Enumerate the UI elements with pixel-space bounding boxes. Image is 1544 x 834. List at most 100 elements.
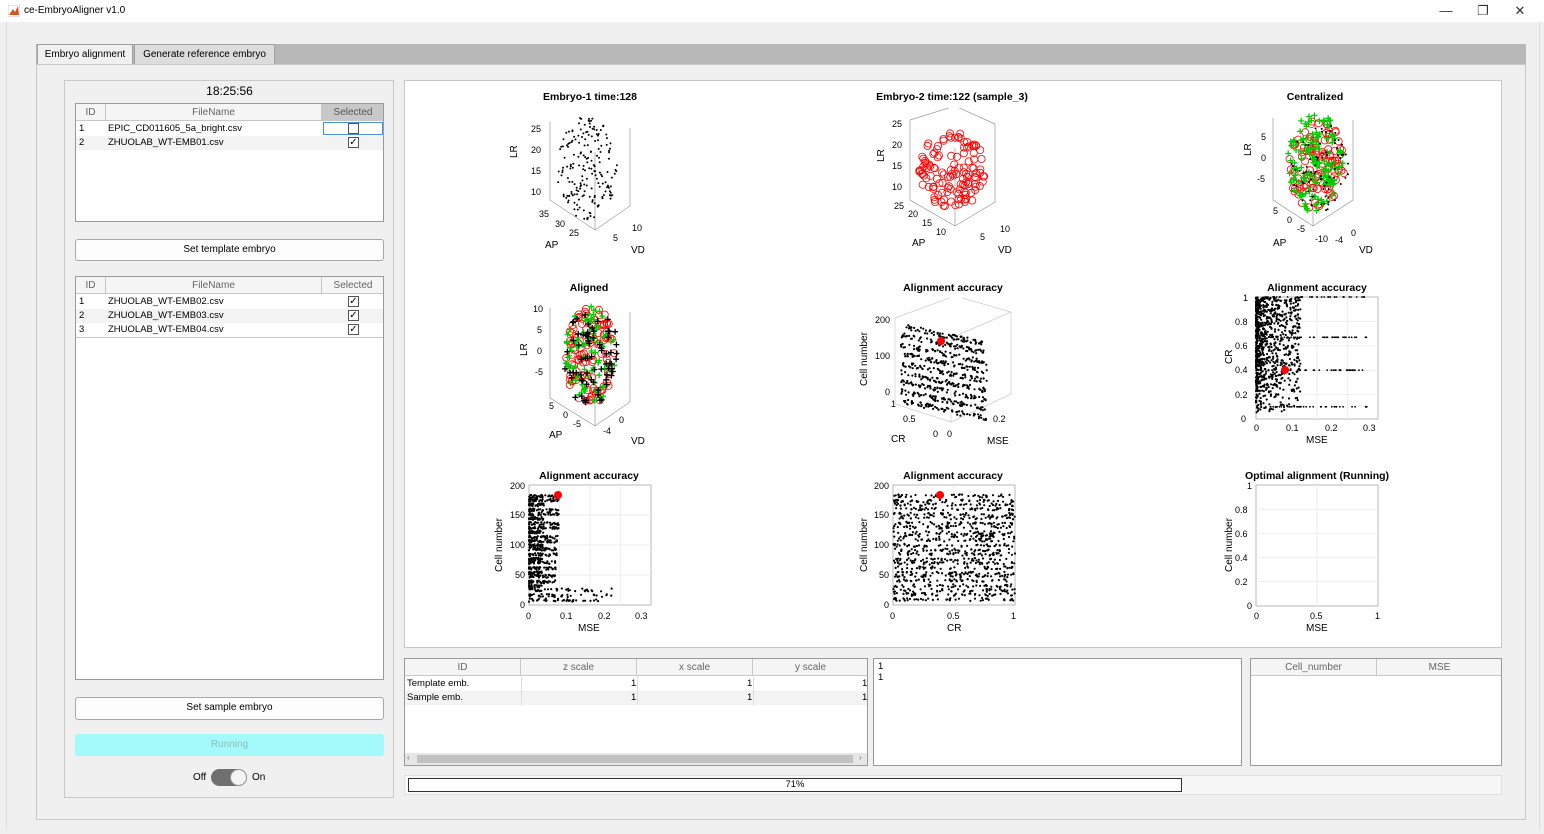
point-marker — [543, 599, 546, 602]
point-marker — [1321, 117, 1327, 124]
scale-table[interactable]: ID z scale x scale y scale Template emb.… — [404, 658, 868, 766]
plot-centralized-3d[interactable]: LR 5 0 -5 5 0 -5 -10 0 -4 AP VD — [1235, 108, 1395, 258]
cell-y-scale[interactable]: 1 — [862, 678, 868, 689]
set-sample-embryo-button[interactable]: Set sample embryo — [75, 697, 384, 720]
selected-checkbox[interactable]: ✓ — [348, 324, 359, 335]
column-header-id[interactable]: ID — [405, 659, 521, 676]
point-marker — [600, 319, 609, 328]
column-header-z-scale[interactable]: z scale — [521, 659, 637, 676]
column-header-id[interactable]: ID — [76, 277, 106, 294]
point-marker — [1261, 345, 1264, 349]
cell-x-scale[interactable]: 1 — [747, 692, 753, 703]
plot-embryo2-3d[interactable]: LR 25 20 15 10 25 20 15 10 10 5 AP VD — [870, 108, 1030, 258]
point-marker — [1260, 374, 1263, 377]
table-row[interactable]: 1 EPIC_CD011605_5a_bright.csv — [76, 122, 383, 136]
log-textarea[interactable]: 1 1 — [873, 658, 1242, 766]
table-row[interactable]: Sample emb. 1 1 1 — [405, 691, 868, 705]
set-template-embryo-button[interactable]: Set template embryo — [75, 239, 384, 261]
selected-checkbox[interactable]: ✓ — [348, 310, 359, 321]
y-tick: 0 — [1247, 601, 1252, 611]
x-tick: 5 — [549, 401, 554, 411]
column-header-selected[interactable]: Selected — [322, 104, 383, 121]
selected-checkbox[interactable] — [348, 123, 359, 134]
point-marker — [538, 523, 541, 526]
template-table[interactable]: ID FileName Selected 1 EPIC_CD011605_5a_… — [75, 103, 384, 222]
point-marker — [917, 346, 920, 349]
point-marker — [1270, 350, 1273, 353]
column-header-y-scale[interactable]: y scale — [753, 659, 867, 676]
column-header-x-scale[interactable]: x scale — [637, 659, 753, 676]
title-bar: ce-EmbryoAligner v1.0 — ❐ ✕ — [0, 0, 1544, 22]
column-header-filename[interactable]: FileName — [106, 104, 322, 121]
point-marker — [1002, 495, 1005, 498]
minimize-button[interactable]: — — [1439, 3, 1453, 18]
plot-aligned-3d[interactable]: LR 10 5 0 -5 5 0 -5 0 -4 AP VD — [505, 298, 665, 448]
plot-accuracy-cell-mse[interactable]: 0 50 100 150 200 0 0.1 0.2 0.3 MSE Cell … — [490, 480, 660, 635]
point-marker — [1265, 370, 1268, 373]
point-marker — [545, 534, 549, 537]
point-marker — [928, 356, 931, 359]
point-marker — [527, 531, 531, 534]
close-button[interactable]: ✕ — [1514, 3, 1526, 18]
cell-x-scale[interactable]: 1 — [747, 678, 753, 689]
column-header-id[interactable]: ID — [76, 104, 106, 121]
scroll-left-icon[interactable]: ‹ — [407, 753, 410, 762]
point-marker — [990, 568, 993, 571]
column-header-filename[interactable]: FileName — [106, 277, 322, 294]
scrollbar-thumb[interactable] — [417, 755, 853, 763]
table-row[interactable]: 1 ZHUOLAB_WT-EMB02.csv ✓ — [76, 295, 383, 309]
running-toggle-switch[interactable] — [211, 769, 247, 786]
point-marker — [922, 394, 925, 397]
sample-table[interactable]: ID FileName Selected 1 ZHUOLAB_WT-EMB02.… — [75, 276, 384, 680]
point-marker — [965, 403, 968, 407]
point-marker — [1309, 131, 1316, 138]
point-marker — [541, 581, 545, 584]
plot-accuracy-cell-cr[interactable]: 0 50 100 150 200 0 0.5 1 CR Cell number — [855, 480, 1025, 635]
tab-embryo-alignment[interactable]: Embryo alignment — [37, 44, 133, 65]
point-marker — [956, 134, 965, 143]
cell-y-scale[interactable]: 1 — [862, 692, 868, 703]
point-marker — [991, 579, 994, 582]
cell-z-scale[interactable]: 1 — [631, 692, 637, 703]
point-marker — [956, 562, 959, 565]
column-header-selected[interactable]: Selected — [322, 277, 383, 294]
point-marker — [1295, 370, 1298, 373]
point-marker — [947, 593, 950, 596]
table-row[interactable]: 3 ZHUOLAB_WT-EMB04.csv ✓ — [76, 323, 383, 337]
point-marker — [969, 590, 972, 593]
plot-accuracy-3d[interactable]: Cell number 200 100 0 1 0.5 0 0.2 0 CR M… — [855, 298, 1025, 448]
table-row[interactable]: 2 ZHUOLAB_WT-EMB01.csv ✓ — [76, 136, 383, 150]
scroll-right-icon[interactable]: › — [859, 753, 862, 762]
column-divider — [637, 677, 638, 705]
point-marker — [593, 216, 596, 219]
column-header-cell-number[interactable]: Cell_number — [1251, 659, 1377, 676]
point-marker — [955, 338, 958, 341]
result-table[interactable]: Cell_number MSE — [1250, 658, 1502, 766]
point-marker — [1003, 570, 1006, 573]
point-marker — [920, 393, 923, 397]
plot-optimal-alignment[interactable]: 0 0.2 0.4 0.6 0.8 1 0 0.5 1 MSE Cell num… — [1222, 480, 1392, 635]
point-marker — [584, 169, 586, 172]
selected-checkbox[interactable]: ✓ — [348, 137, 359, 148]
point-marker — [1267, 296, 1269, 298]
table-row[interactable]: Template emb. 1 1 1 — [405, 677, 868, 691]
point-marker — [530, 557, 533, 560]
point-marker — [941, 513, 944, 516]
column-header-mse[interactable]: MSE — [1377, 659, 1501, 676]
running-button[interactable]: Running — [75, 734, 384, 756]
point-marker — [903, 346, 906, 349]
horizontal-scrollbar[interactable]: ‹ › — [405, 753, 867, 765]
table-row[interactable]: 2 ZHUOLAB_WT-EMB03.csv ✓ — [76, 309, 383, 323]
plot-accuracy-cr-mse[interactable]: 0 0.2 0.4 0.6 0.8 1 0 0.1 0.2 0.3 MSE CR — [1222, 292, 1392, 447]
plot-embryo1-3d[interactable]: LR 25 20 15 10 35 30 25 10 5 AP VD — [505, 108, 665, 258]
point-marker — [1293, 184, 1296, 187]
restore-button[interactable]: ❐ — [1477, 3, 1489, 18]
cell-z-scale[interactable]: 1 — [631, 678, 637, 689]
point-marker — [549, 513, 552, 517]
point-marker — [972, 585, 975, 588]
point-marker — [948, 550, 951, 553]
point-marker — [980, 172, 989, 181]
point-marker — [960, 346, 963, 349]
selected-checkbox[interactable]: ✓ — [348, 296, 359, 307]
tab-generate-reference-embryo[interactable]: Generate reference embryo — [134, 44, 275, 64]
